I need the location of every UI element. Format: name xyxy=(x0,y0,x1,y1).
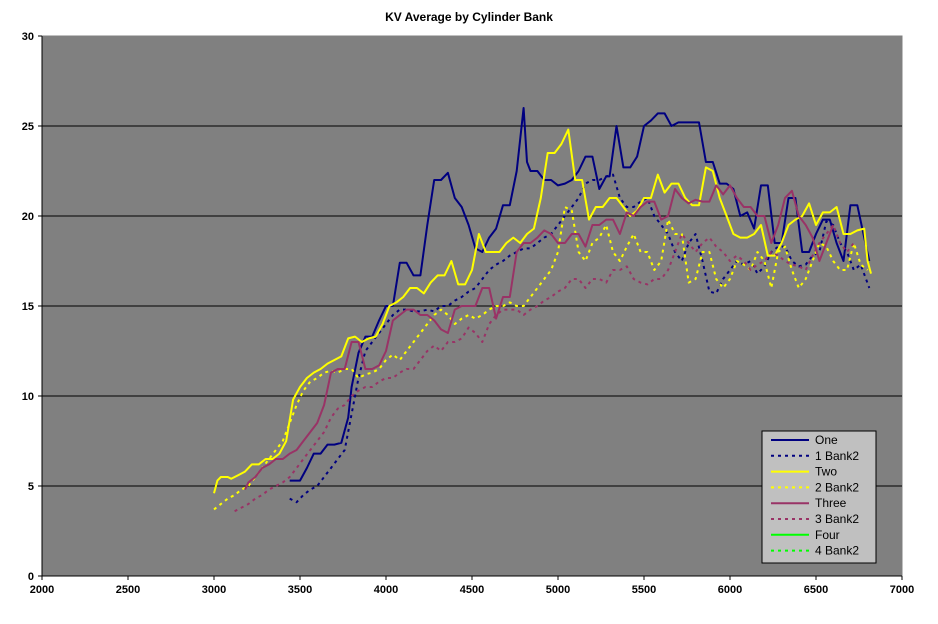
y-tick-label: 15 xyxy=(22,301,34,313)
legend-label: 3 Bank2 xyxy=(815,512,859,526)
y-axis-ticks: 0 5 10 15 20 25 30 xyxy=(22,31,42,583)
gridlines xyxy=(42,125,902,487)
x-axis-ticks: 2000 2500 3000 3500 4000 4500 5000 5500 6000 6500… xyxy=(30,576,914,596)
legend-box xyxy=(761,430,877,564)
x-tick-label: 3500 xyxy=(288,584,312,596)
legend-label: One xyxy=(815,433,838,447)
x-tick-label: 5500 xyxy=(632,584,656,596)
series-line-3 xyxy=(213,128,872,494)
x-tick-label: 6000 xyxy=(718,584,742,596)
legend-label: 2 Bank2 xyxy=(815,480,859,494)
y-tick-label: 10 xyxy=(22,391,34,403)
legend-label: Two xyxy=(815,465,837,479)
x-tick-label: 2000 xyxy=(30,584,54,596)
y-tick-label: 5 xyxy=(28,481,34,493)
series-line-4 xyxy=(213,206,869,511)
x-tick-label: 4500 xyxy=(460,584,484,596)
series-line-5 xyxy=(244,184,835,491)
series-line-1 xyxy=(289,107,871,482)
x-tick-label: 5000 xyxy=(546,584,570,596)
series-line-6 xyxy=(234,224,855,513)
legend-label: Four xyxy=(815,528,840,542)
y-tick-label: 30 xyxy=(22,31,34,43)
chart-title: KV Average by Cylinder Bank xyxy=(385,10,553,24)
x-tick-label: 3000 xyxy=(202,584,226,596)
legend-label: 1 Bank2 xyxy=(815,449,859,463)
y-tick-label: 0 xyxy=(28,571,34,583)
x-tick-label: 6500 xyxy=(804,584,828,596)
y-tick-label: 25 xyxy=(22,121,34,133)
y-tick-label: 20 xyxy=(22,211,34,223)
series-lines xyxy=(213,107,872,513)
legend-label: Three xyxy=(815,496,847,510)
x-tick-label: 2500 xyxy=(116,584,140,596)
x-tick-label: 4000 xyxy=(374,584,398,596)
legend-label: 4 Bank2 xyxy=(815,544,859,558)
x-tick-label: 7000 xyxy=(890,584,914,596)
